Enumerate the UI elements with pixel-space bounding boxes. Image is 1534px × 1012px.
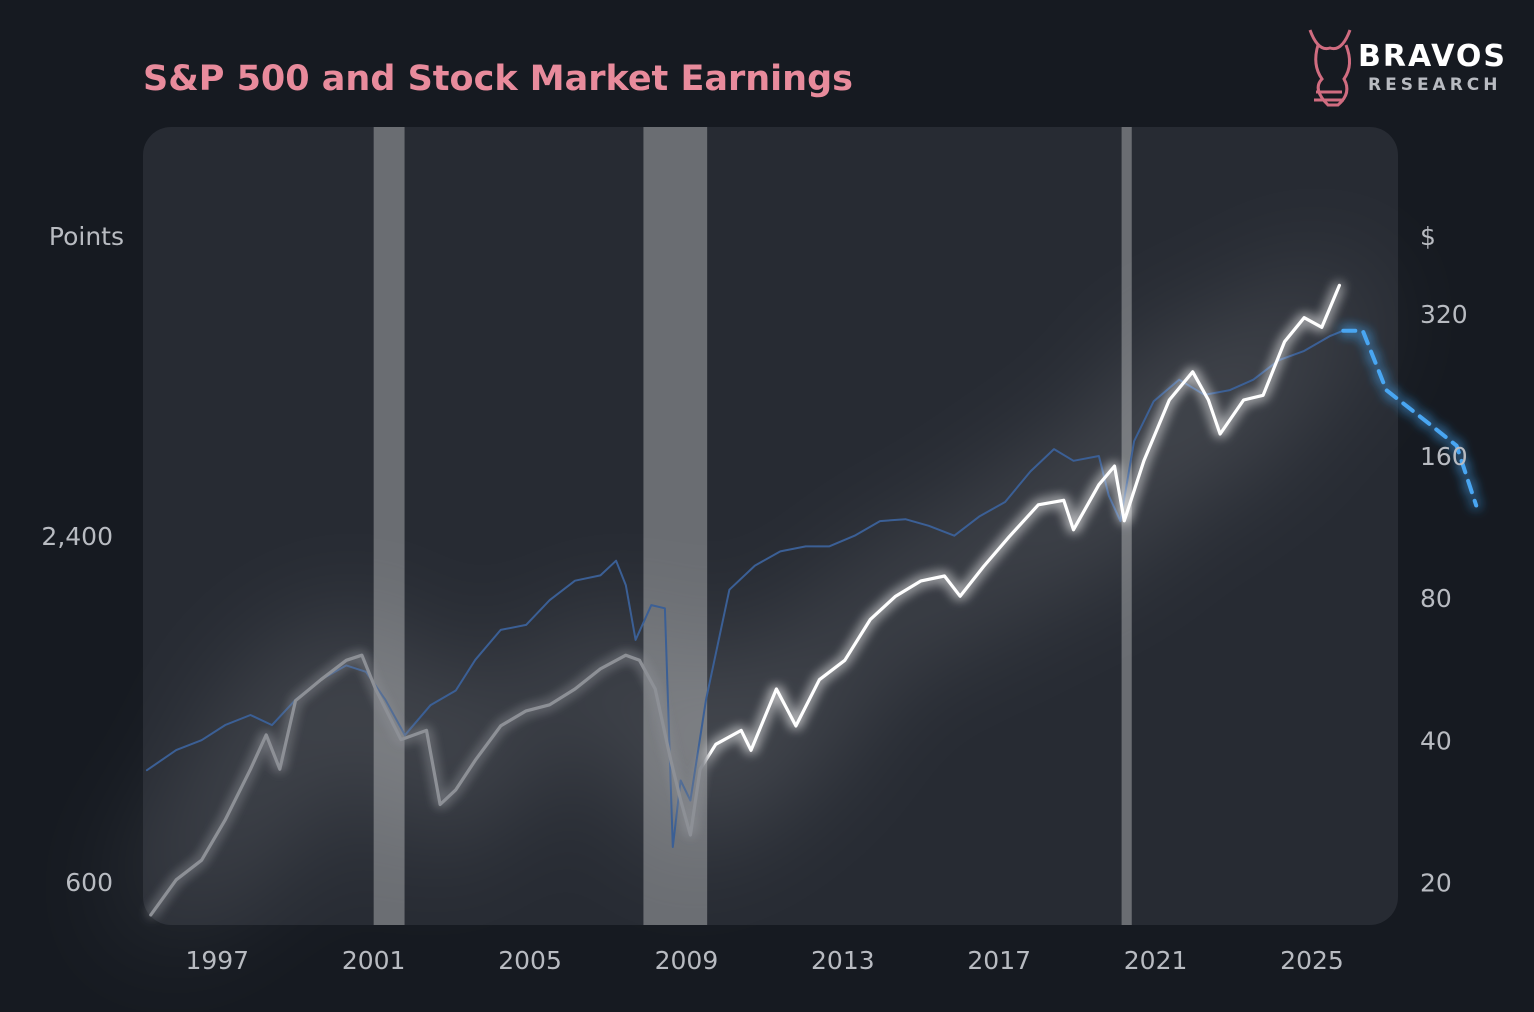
y-tick-label: 600 <box>65 868 113 897</box>
recession-band <box>373 127 405 925</box>
y2-tick-label: 20 <box>1420 868 1452 897</box>
y2-tick-label: 160 <box>1420 442 1468 471</box>
y-tick-label: 2,400 <box>41 522 113 551</box>
y2-tick-label: 40 <box>1420 726 1452 755</box>
chart-title: S&P 500 and Stock Market Earnings <box>143 59 853 99</box>
y2-tick-label: 80 <box>1420 584 1452 613</box>
x-tick-label: 2009 <box>655 946 719 975</box>
x-tick-label: 2005 <box>498 946 562 975</box>
y2-axis-label: $ <box>1420 222 1436 251</box>
series-line <box>149 283 1341 917</box>
y-axis-label: Points <box>49 222 124 251</box>
x-tick-label: 1997 <box>185 946 249 975</box>
y2-tick-label: 320 <box>1420 300 1468 329</box>
x-tick-label: 2025 <box>1280 946 1344 975</box>
x-tick-label: 2001 <box>342 946 406 975</box>
x-tick-label: 2021 <box>1124 946 1188 975</box>
logo <box>1308 29 1352 107</box>
brand-name: BRAVOS <box>1358 39 1507 74</box>
plot-area <box>143 127 1398 925</box>
x-tick-label: 2017 <box>967 946 1031 975</box>
x-tick-label: 2013 <box>811 946 875 975</box>
brand-tagline: RESEARCH <box>1368 75 1502 95</box>
forecast-line <box>1341 328 1479 508</box>
